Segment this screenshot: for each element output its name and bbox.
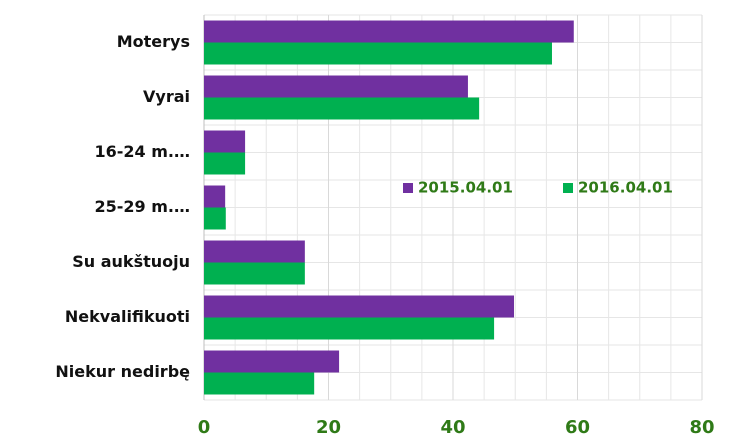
bar bbox=[204, 372, 315, 395]
bar bbox=[204, 240, 305, 263]
bar bbox=[204, 262, 305, 285]
legend-label: 2016.04.01 bbox=[578, 179, 673, 197]
x-tick-label: 0 bbox=[198, 417, 211, 438]
category-label: Nekvalifikuoti bbox=[65, 307, 190, 326]
legend-swatch bbox=[403, 183, 413, 193]
category-label: Vyrai bbox=[143, 87, 190, 106]
bar bbox=[204, 42, 552, 65]
category-label: Moterys bbox=[117, 32, 190, 51]
x-tick-label: 20 bbox=[316, 417, 341, 438]
category-label: 25-29 m.… bbox=[95, 197, 191, 216]
x-tick-label: 60 bbox=[565, 417, 590, 438]
category-label: 16-24 m.… bbox=[95, 142, 191, 161]
category-label: Niekur nedirbę bbox=[55, 362, 190, 381]
bar bbox=[204, 317, 495, 340]
x-tick-label: 80 bbox=[689, 417, 714, 438]
bar bbox=[204, 20, 574, 43]
bar bbox=[204, 185, 226, 208]
bar bbox=[204, 75, 468, 98]
bar bbox=[204, 130, 246, 153]
legend-swatch bbox=[563, 183, 573, 193]
bar bbox=[204, 207, 226, 230]
x-tick-label: 40 bbox=[440, 417, 465, 438]
bar bbox=[204, 97, 480, 120]
legend-label: 2015.04.01 bbox=[418, 179, 513, 197]
bar bbox=[204, 350, 340, 373]
category-label: Su aukštuoju bbox=[72, 252, 190, 271]
bar bbox=[204, 295, 515, 318]
bar bbox=[204, 152, 246, 175]
